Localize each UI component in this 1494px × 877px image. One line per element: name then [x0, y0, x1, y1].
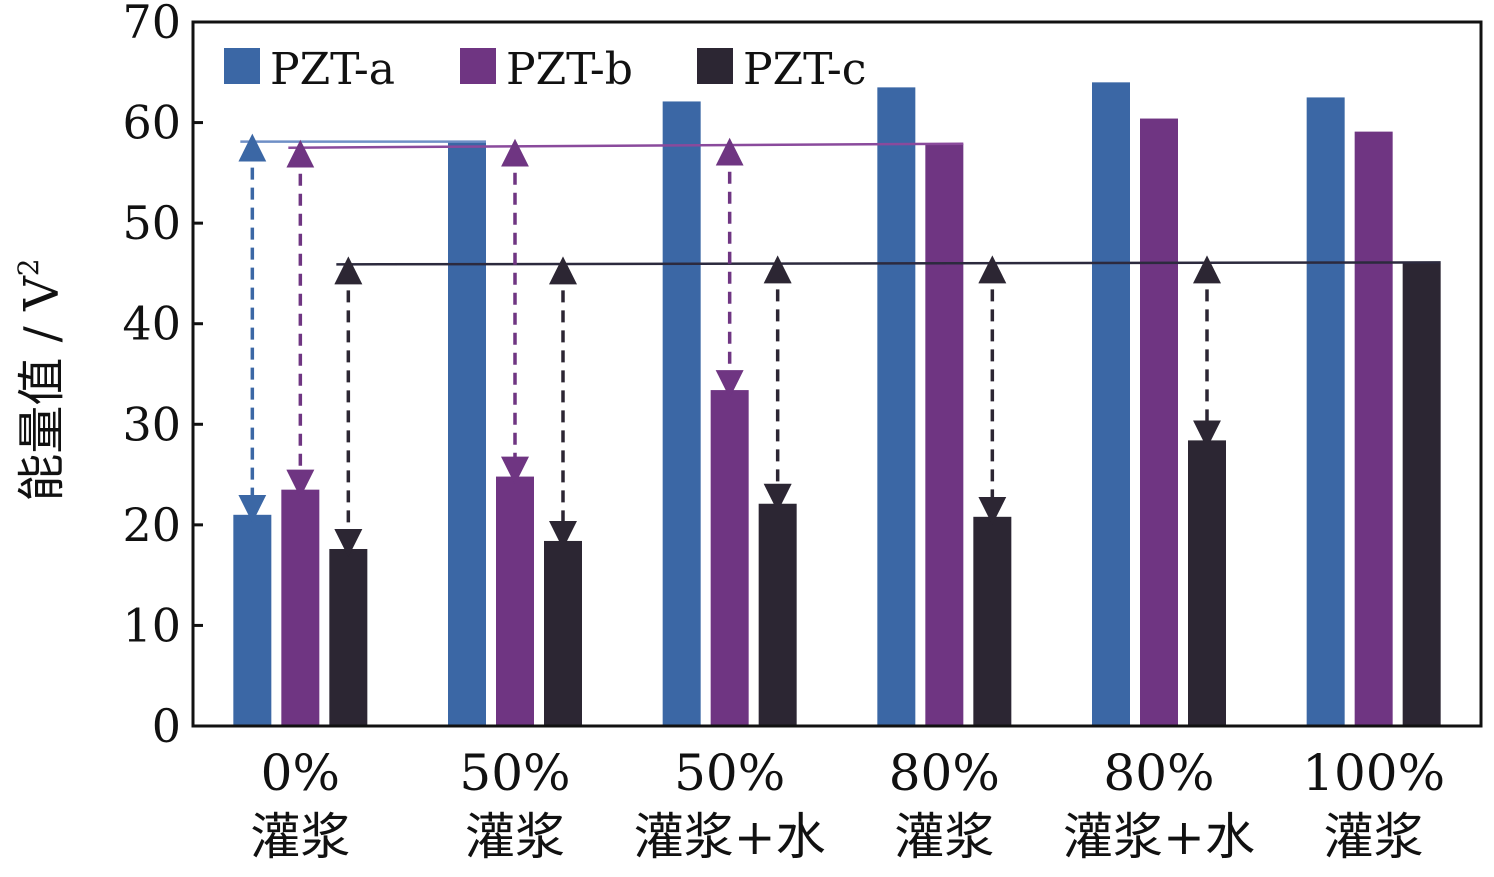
x-tick-label-2: 50% 灌浆+水 [634, 744, 826, 866]
bar-pzt-c-1 [544, 540, 582, 726]
bar-pzt-a-1 [448, 140, 486, 726]
y-axis-title-main: 能量值 / V [14, 275, 70, 502]
reference-line-pzt-c [336, 261, 1441, 266]
y-tick-label-70: 70 [122, 0, 181, 49]
y-axis-title-superscript: 2 [12, 258, 45, 276]
bar-pzt-b-3 [925, 143, 964, 727]
y-tick-label-40: 40 [122, 297, 181, 351]
bar-pzt-a-4 [1092, 82, 1130, 727]
bar-pzt-c-5 [1402, 263, 1441, 726]
plot-area: 0 10 20 30 40 50 60 70 0% 灌浆 50% 灌浆 50% 灌浆+水 80% 灌浆 80% 灌… [122, 0, 1483, 866]
legend-label-pzt-a: PZT-a [270, 44, 395, 95]
legend-swatch-pzt-c [697, 48, 733, 84]
x-tick-label-5: 100% 灌浆 [1302, 744, 1445, 866]
legend-swatch-pzt-a [224, 48, 260, 84]
x-tick-label-3-line-0: 80% [889, 744, 1000, 802]
bar-pzt-c-2 [758, 503, 797, 726]
bar-pzt-b-2 [710, 390, 749, 726]
y-tick-label-60: 60 [122, 96, 181, 150]
bar-pzt-a-2 [662, 101, 701, 727]
bar-pzt-b-1 [496, 476, 534, 726]
legend: PZT-a PZT-b PZT-c [224, 44, 866, 95]
x-tick-label-1-line-0: 50% [459, 744, 570, 802]
x-tick-label-0: 0% 灌浆 [250, 744, 350, 866]
y-tick-label-0: 0 [152, 699, 181, 753]
x-tick-label-2-line-1: 灌浆+水 [634, 808, 826, 866]
x-tick-label-0-line-0: 0% [261, 744, 340, 802]
bar-pzt-a-3 [877, 87, 916, 726]
x-tick-label-1: 50% 灌浆 [459, 744, 570, 866]
plot-frame [191, 20, 1483, 728]
y-tick-label-30: 30 [122, 397, 181, 451]
x-tick-label-0-line-1: 灌浆 [250, 808, 350, 866]
x-tick-label-4-line-0: 80% [1103, 744, 1214, 802]
y-tick-label-20: 20 [122, 498, 181, 552]
bar-pzt-a-0 [233, 514, 272, 726]
x-tick-label-3: 80% 灌浆 [889, 744, 1000, 866]
y-tick-label-50: 50 [122, 196, 181, 250]
legend-swatch-pzt-b [460, 48, 496, 84]
y-axis-title: 能量值 / V2 [12, 258, 70, 501]
y-tick-label-10: 10 [122, 598, 181, 652]
x-tick-label-2-line-0: 50% [674, 744, 785, 802]
bar-pzt-b-0 [281, 489, 320, 726]
x-tick-label-3-line-1: 灌浆 [894, 808, 994, 866]
x-tick-label-5-line-0: 100% [1302, 744, 1445, 802]
x-tick-label-4-line-1: 灌浆+水 [1063, 808, 1255, 866]
reference-line-pzt-b [288, 142, 964, 149]
legend-label-pzt-c: PZT-c [743, 44, 866, 95]
x-tick-label-5-line-1: 灌浆 [1324, 808, 1424, 866]
x-tick-label-4: 80% 灌浆+水 [1063, 744, 1255, 866]
x-tick-label-1-line-1: 灌浆 [465, 808, 565, 866]
legend-label-pzt-b: PZT-b [506, 44, 633, 95]
bar-pzt-b-5 [1354, 131, 1393, 726]
bar-pzt-a-5 [1306, 97, 1345, 726]
bar-pzt-c-0 [329, 548, 368, 726]
bar-pzt-c-3 [973, 516, 1012, 726]
bar-pzt-b-4 [1140, 118, 1178, 726]
bar-pzt-c-4 [1188, 440, 1226, 726]
